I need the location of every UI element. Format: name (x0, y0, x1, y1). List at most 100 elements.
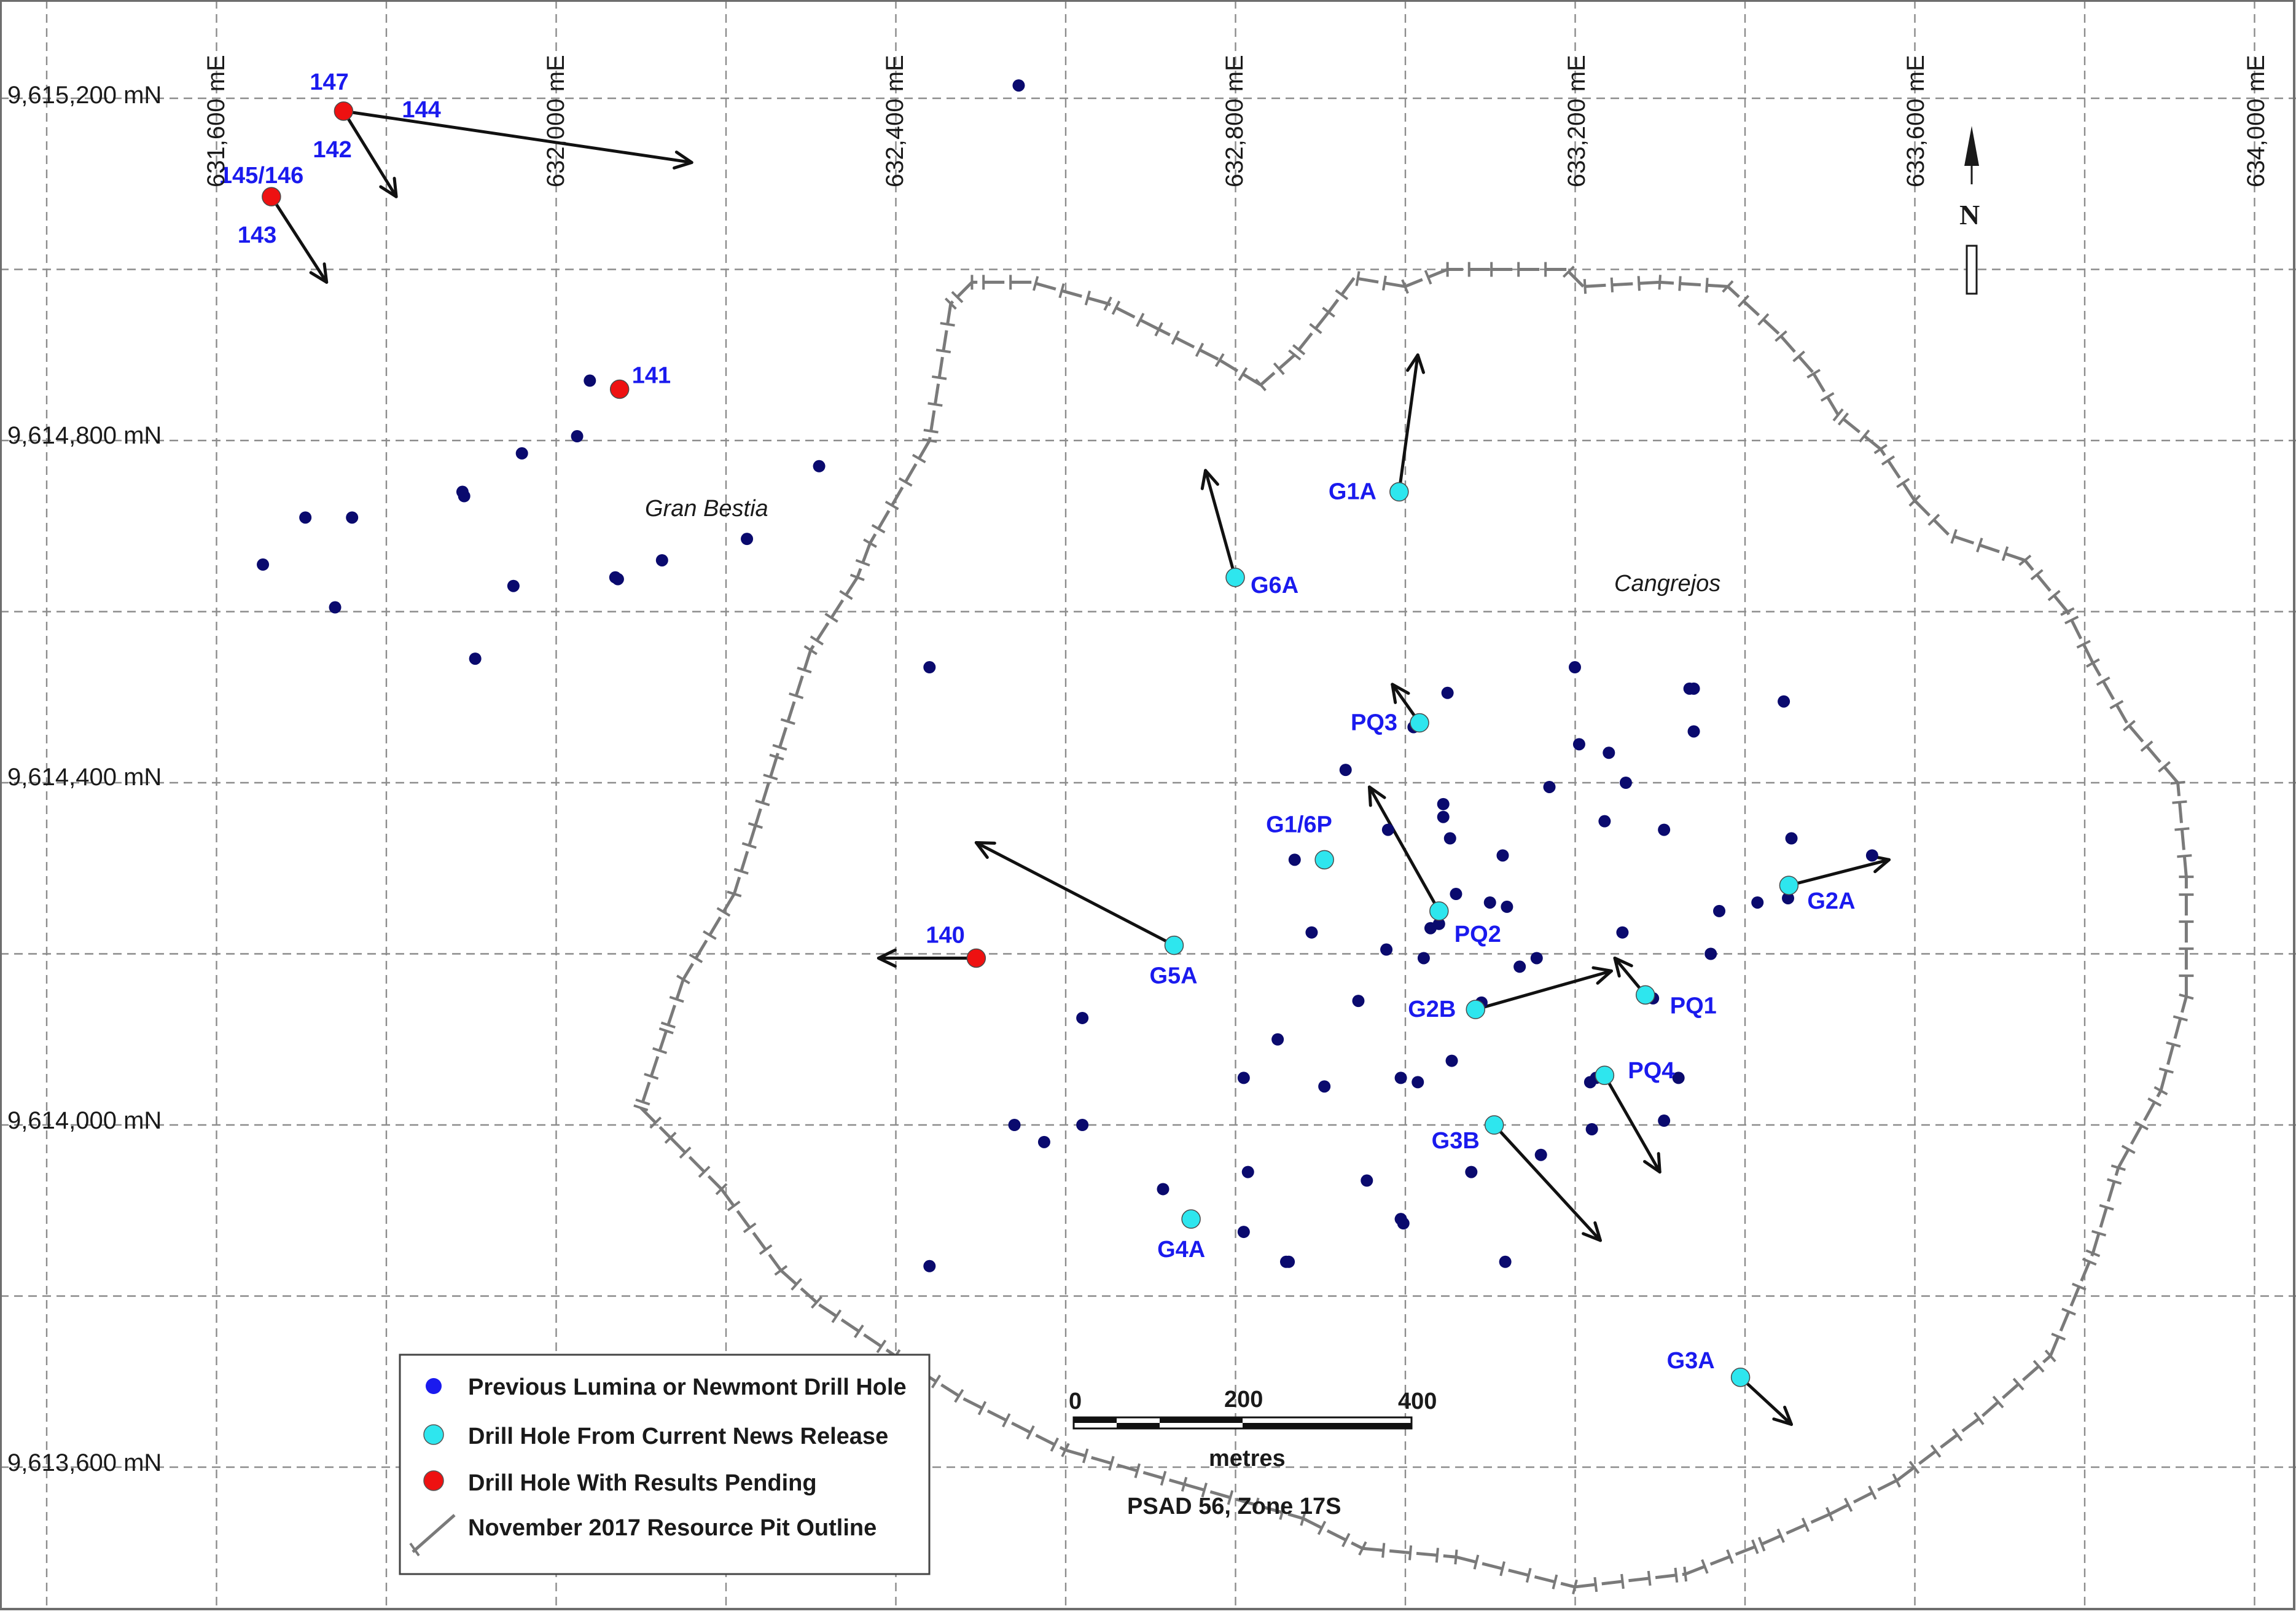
previous-drill-hole (1446, 1055, 1458, 1067)
legend-label-pit: November 2017 Resource Pit Outline (468, 1515, 877, 1541)
easting-label: 633,200 mE (1563, 55, 1590, 187)
drill-hole-label: G1A (1329, 479, 1376, 505)
previous-drill-hole (1412, 1076, 1424, 1088)
previous-drill-hole (1076, 1119, 1088, 1131)
current-release-drill-hole (1779, 876, 1798, 895)
previous-drill-hole (1499, 1256, 1512, 1268)
previous-drill-hole (1450, 888, 1462, 900)
northing-label: 9,614,400 mN (7, 764, 162, 791)
previous-drill-hole (1616, 926, 1628, 939)
previous-drill-hole (1688, 683, 1700, 695)
pit-outline-segment (1585, 285, 1606, 286)
previous-drill-hole (1713, 905, 1725, 917)
pit-outline-segment (2182, 829, 2184, 850)
drill-hole-label: G4A (1157, 1237, 1205, 1263)
previous-drill-hole (516, 447, 528, 460)
drill-hole-label: G1/6P (1266, 812, 1332, 837)
previous-drill-hole (1688, 725, 1700, 737)
previous-drill-hole (1397, 1217, 1410, 1229)
drill-hole-label: 143 (238, 222, 276, 248)
drill-hole-label: 147 (310, 69, 348, 95)
pit-outline-tick (1679, 276, 1681, 291)
pit-outline-tick (1437, 1548, 1438, 1562)
pit-outline-tick (1676, 1568, 1677, 1583)
northing-label: 9,614,000 mN (7, 1107, 162, 1134)
legend: Previous Lumina or Newmont Drill Hole Dr… (400, 1355, 929, 1574)
previous-drill-hole (923, 1260, 935, 1272)
previous-drill-hole (923, 661, 935, 673)
legend-symbol-pending (424, 1471, 443, 1491)
previous-drill-hole (1751, 896, 1763, 909)
pit-outline-tick (2177, 855, 2192, 856)
previous-drill-hole (1352, 995, 1364, 1007)
previous-drill-hole (1501, 901, 1513, 913)
previous-drill-hole (1157, 1183, 1169, 1195)
pit-outline-segment (2179, 802, 2181, 823)
pit-outline-tick (1595, 1577, 1596, 1592)
pending-drill-hole (611, 380, 629, 398)
northing-label: 9,615,200 mN (7, 82, 162, 109)
pit-outline-segment (1389, 1551, 1410, 1553)
previous-drill-hole (1513, 960, 1526, 973)
previous-drill-hole (1318, 1080, 1330, 1092)
previous-drill-hole (1340, 764, 1352, 776)
current-release-drill-hole (1182, 1210, 1200, 1228)
previous-drill-hole (1658, 824, 1670, 836)
previous-drill-hole (1361, 1175, 1373, 1187)
previous-drill-hole (1380, 944, 1392, 956)
previous-drill-hole (1573, 738, 1585, 750)
previous-drill-hole (1283, 1256, 1295, 1268)
pit-outline-segment (1639, 282, 1660, 283)
drill-hole-label: PQ1 (1670, 993, 1717, 1019)
pit-outline-tick (1649, 1571, 1650, 1586)
previous-drill-hole (1496, 849, 1509, 861)
previous-drill-hole (1569, 661, 1581, 673)
pit-outline-tick (2174, 828, 2189, 829)
scale-tick-400: 400 (1398, 1389, 1437, 1414)
previous-drill-hole (1484, 896, 1496, 909)
previous-drill-hole (1786, 832, 1798, 845)
previous-drill-hole (1658, 1115, 1670, 1127)
legend-label-pending: Drill Hole With Results Pending (468, 1470, 817, 1496)
previous-drill-hole (329, 601, 342, 614)
pit-outline-segment (1707, 285, 1728, 286)
drill-hole-label: PQ4 (1628, 1058, 1674, 1084)
scale-tick-0: 0 (1069, 1389, 1082, 1414)
previous-drill-hole (1598, 815, 1611, 828)
previous-drill-hole (1012, 79, 1025, 92)
pit-outline-segment (1362, 1548, 1383, 1550)
current-release-drill-hole (1315, 850, 1333, 869)
drill-hole-label: G3A (1667, 1348, 1715, 1374)
map-datum: PSAD 56, Zone 17S (1127, 1494, 1341, 1519)
previous-drill-hole (458, 490, 471, 503)
previous-drill-hole (1437, 811, 1450, 823)
current-release-drill-hole (1466, 1000, 1485, 1019)
current-release-drill-hole (1430, 902, 1448, 920)
northing-label: 9,614,800 mN (7, 422, 162, 449)
previous-drill-hole (612, 573, 624, 586)
north-label: N (1959, 199, 1980, 230)
previous-drill-hole (1704, 948, 1717, 960)
pit-outline-segment (1443, 1556, 1456, 1557)
current-release-drill-hole (1732, 1368, 1750, 1387)
current-release-drill-hole (1595, 1066, 1614, 1084)
pit-outline-tick (1383, 1543, 1384, 1557)
previous-drill-hole (1444, 832, 1456, 845)
previous-drill-hole (507, 580, 520, 592)
previous-drill-hole (584, 375, 596, 387)
previous-drill-hole (1305, 926, 1318, 939)
previous-drill-hole (1603, 746, 1615, 759)
previous-drill-hole (813, 460, 826, 472)
legend-symbol-current (424, 1425, 443, 1444)
pit-outline-tick (1706, 278, 1708, 292)
pit-outline-segment (2178, 783, 2179, 796)
drill-hole-label: G5A (1149, 963, 1197, 989)
previous-drill-hole (1289, 853, 1301, 866)
previous-drill-hole (1437, 798, 1450, 810)
drill-hole-label: 142 (313, 137, 351, 163)
previous-drill-hole (1271, 1033, 1284, 1046)
previous-drill-hole (469, 652, 482, 665)
previous-drill-hole (346, 511, 358, 523)
easting-label: 633,600 mE (1902, 55, 1929, 187)
